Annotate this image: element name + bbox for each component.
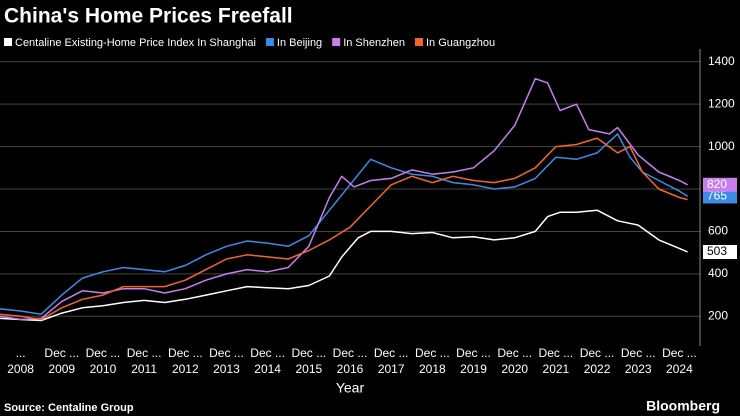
x-tick-minor-label: Dec ... [44,346,79,360]
x-tick-label: 2019 [460,362,487,376]
legend-swatch [414,38,423,46]
series-line [0,133,689,315]
y-tick-label: 1200 [708,96,735,110]
x-tick-label: 2011 [131,362,157,376]
x-tick-label: 2021 [543,362,570,376]
x-axis-label: Year [336,380,365,396]
y-tick-label: 400 [708,266,728,280]
legend-label: In Beijing [277,37,322,49]
series-line [0,209,688,322]
x-tick-label: 2008 [7,362,34,376]
x-tick-minor-label: Dec ... [621,346,656,360]
legend-label: In Guangzhou [426,37,495,49]
x-tick-minor-label: Dec ... [497,346,532,360]
x-tick-minor-label: Dec ... [86,346,121,360]
x-tick-label: 2024 [666,362,693,376]
legend-swatch [265,38,274,46]
x-tick-label: 2017 [378,362,405,376]
y-tick-label: 1400 [708,54,735,68]
x-tick-label: 2013 [213,362,240,376]
x-tick-label: 2023 [625,362,652,376]
legend-swatch [4,38,12,46]
y-tick-label: 600 [708,224,728,238]
x-tick-minor-label: Dec ... [662,346,697,360]
legend-label: In Shenzhen [343,37,405,49]
chart-title: China's Home Prices Freefall [4,5,293,28]
end-label: 820 [707,177,727,191]
end-label-box [703,245,737,260]
x-tick-minor-label: Dec ... [291,346,326,360]
legend-swatch [332,38,341,46]
x-tick-label: 2020 [501,362,528,376]
x-tick-label: 2016 [337,362,364,376]
x-tick-label: 2010 [90,362,117,376]
x-tick-minor-label: Dec ... [374,346,409,360]
x-tick-minor-label: Dec ... [168,346,203,360]
x-tick-label: 2014 [254,362,281,376]
x-tick-minor-label: Dec ... [539,346,574,360]
end-label: 765 [707,189,727,203]
series-line [0,77,688,321]
x-tick-minor-label: Dec ... [127,346,162,360]
y-tick-label: 200 [708,308,728,322]
x-tick-minor-label: Dec ... [333,346,368,360]
source: Source: Centaline Group [4,402,134,414]
x-tick-label: 2022 [584,362,611,376]
x-tick-minor-label: Dec ... [456,346,491,360]
x-tick-label: 2009 [48,362,75,376]
series-line [0,137,688,321]
brand: Bloomberg [646,398,720,414]
x-tick-minor-label: Dec ... [415,346,450,360]
x-tick-minor-label: Dec ... [580,346,615,360]
y-tick-label: 1000 [708,139,735,153]
x-tick-minor-label: Dec ... [250,346,285,360]
x-tick-minor-label: ... [16,346,26,360]
x-tick-label: 2018 [419,362,446,376]
x-tick-minor-label: Dec ... [209,346,244,360]
end-label-box [703,177,737,192]
end-label-box [703,189,737,204]
x-tick-label: 2015 [295,362,322,376]
end-label: 503 [707,244,727,258]
x-tick-label: 2012 [172,362,199,376]
legend-label: Centaline Existing-Home Price Index In S… [15,37,256,49]
